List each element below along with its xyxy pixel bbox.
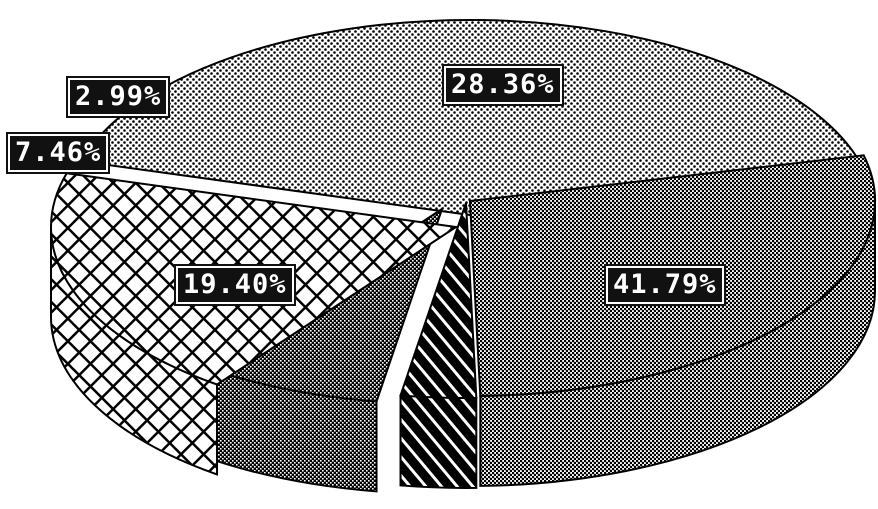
data-label-slice-2: 2.99% <box>65 76 171 118</box>
pie-slice-2-side-0 <box>399 394 478 489</box>
data-label-slice-4: 19.40% <box>174 264 296 306</box>
data-label-slice-1: 28.36% <box>442 64 564 106</box>
data-label-slice-3: 7.46% <box>5 132 111 174</box>
data-label-slice-0: 41.79% <box>604 264 726 306</box>
pie-slice-2 <box>399 202 478 399</box>
